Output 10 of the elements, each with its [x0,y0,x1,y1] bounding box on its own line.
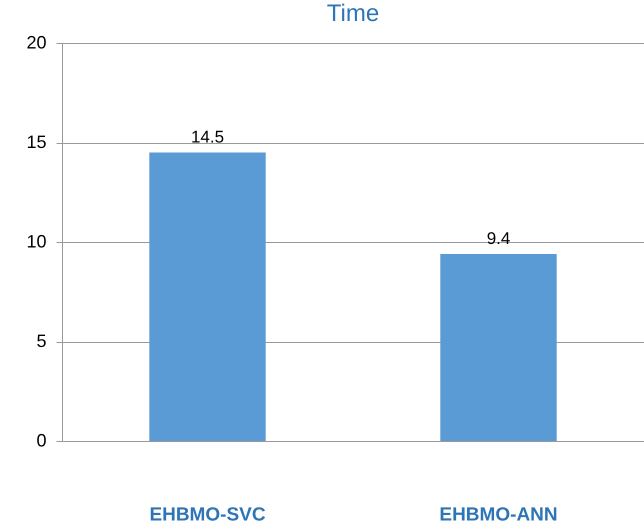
y-tick-label: 0 [36,430,46,450]
data-label: 14.5 [190,127,224,146]
data-label: 9.4 [486,228,510,248]
y-tick-label: 10 [26,232,46,252]
x-tick-label: EHBMO-ANN [439,504,558,526]
y-tick-label: 20 [26,32,46,52]
y-tick-label: 5 [36,331,46,351]
x-tick-label: EHBMO-SVC [149,504,266,526]
chart-title: Time [326,0,380,27]
y-tick-label: 15 [26,132,46,152]
